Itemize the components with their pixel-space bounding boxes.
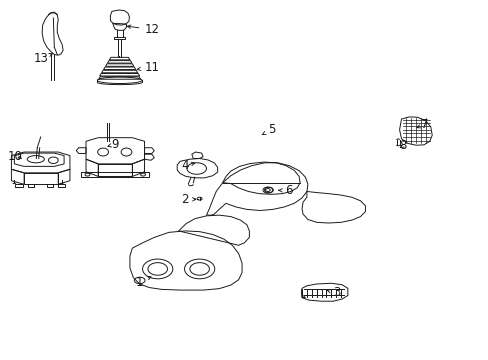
- Text: 2: 2: [181, 193, 196, 206]
- Text: 9: 9: [108, 138, 119, 150]
- Text: 13: 13: [33, 51, 52, 64]
- Text: 8: 8: [399, 139, 406, 152]
- Text: 4: 4: [181, 159, 194, 172]
- Text: 12: 12: [127, 23, 159, 36]
- Text: 1: 1: [136, 276, 151, 289]
- Text: 5: 5: [262, 123, 274, 136]
- Text: 11: 11: [137, 60, 159, 73]
- Text: 10: 10: [8, 150, 23, 163]
- Text: 7: 7: [416, 118, 428, 131]
- Text: 6: 6: [278, 184, 291, 197]
- Text: 3: 3: [326, 287, 340, 300]
